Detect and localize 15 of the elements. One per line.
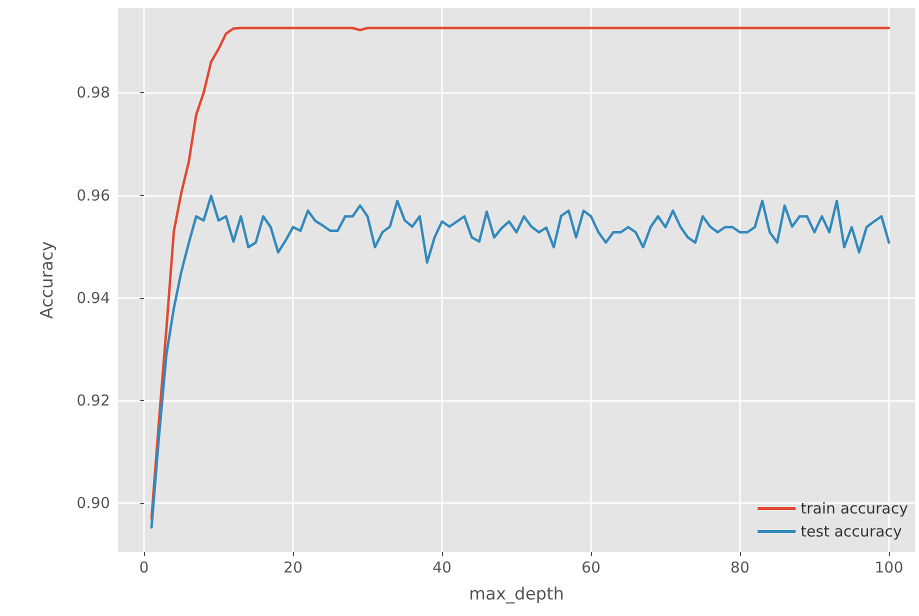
x-tick-label: 0 [139,558,149,576]
legend-label: test accuracy [800,522,902,540]
y-tick-label: 0.96 [76,186,110,204]
y-tick-label: 0.92 [76,392,110,410]
y-tick-label: 0.90 [76,494,110,512]
y-tick-label: 0.98 [76,84,110,102]
y-tick-label: 0.94 [76,288,110,307]
y-axis-title: Accuracy [38,241,58,319]
x-tick-label: 60 [581,558,601,576]
x-tick-label: 100 [874,558,904,576]
x-axis-title: max_depth [468,584,564,604]
legend-label: train accuracy [800,500,908,518]
x-tick-label: 20 [283,558,303,576]
x-tick-label: 40 [432,558,452,576]
x-tick-label: 80 [730,558,750,576]
